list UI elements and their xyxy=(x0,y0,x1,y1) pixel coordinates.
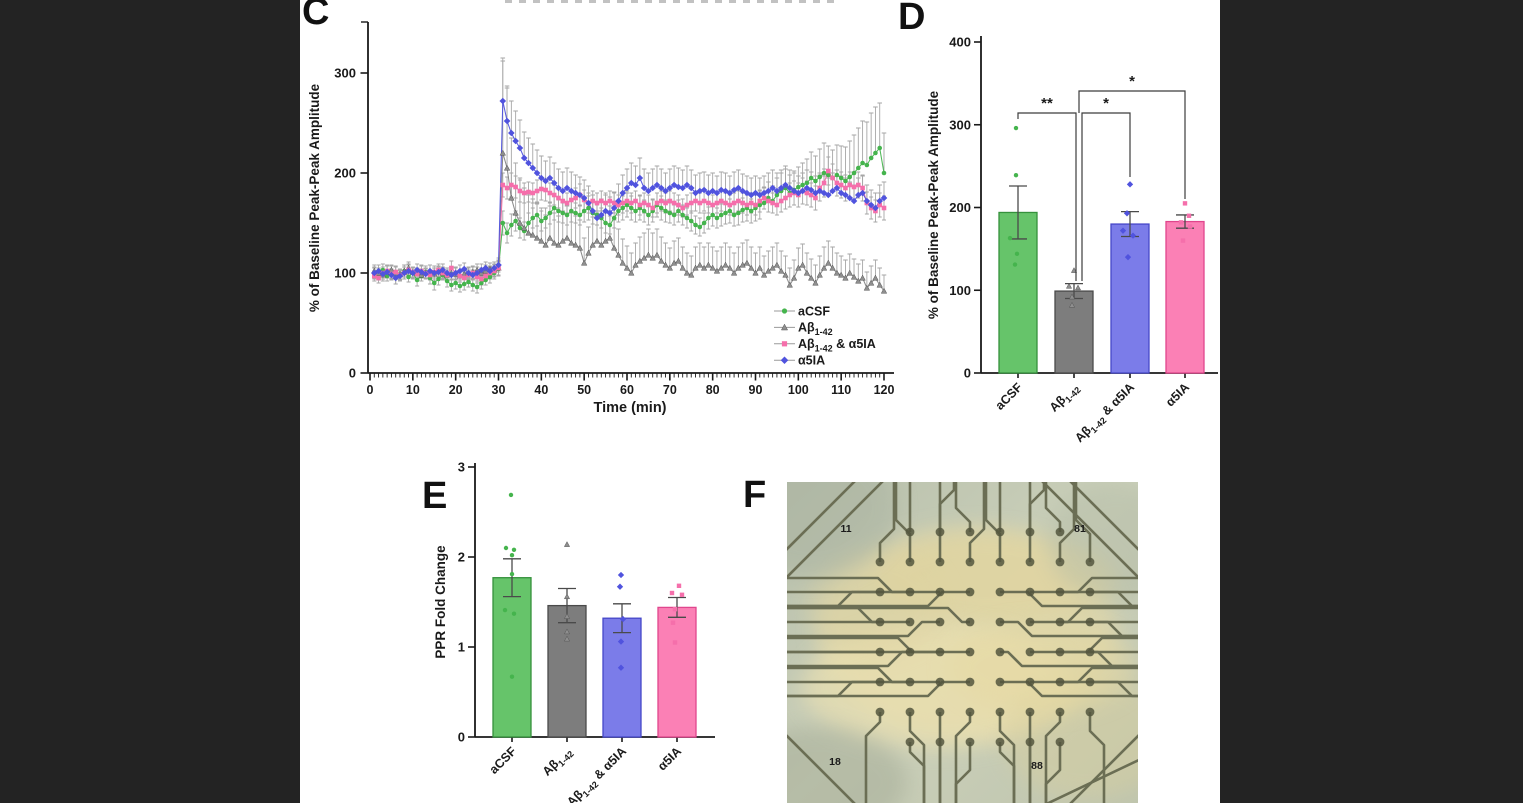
svg-text:60: 60 xyxy=(620,383,634,397)
svg-text:α5IA: α5IA xyxy=(655,744,684,773)
panel-label-d: D xyxy=(898,0,926,38)
svg-text:PPR Fold Change: PPR Fold Change xyxy=(433,545,448,659)
svg-text:Aβ1-42: Aβ1-42 xyxy=(1047,380,1083,416)
panel-c-markers xyxy=(370,97,888,294)
svg-text:Aβ1-42: Aβ1-42 xyxy=(798,321,833,338)
svg-text:70: 70 xyxy=(663,383,677,397)
svg-text:3: 3 xyxy=(458,460,465,475)
panel-label-c: C xyxy=(302,0,330,33)
svg-text:200: 200 xyxy=(334,166,356,181)
svg-text:0: 0 xyxy=(367,383,374,397)
svg-text:1: 1 xyxy=(458,640,465,655)
svg-text:30: 30 xyxy=(492,383,506,397)
svg-text:120: 120 xyxy=(874,383,895,397)
svg-text:88: 88 xyxy=(1031,760,1043,772)
panel-label-e: E xyxy=(422,475,448,517)
svg-text:40: 40 xyxy=(534,383,548,397)
svg-text:Aβ1-42: Aβ1-42 xyxy=(540,744,576,780)
svg-text:aCSF: aCSF xyxy=(487,744,520,777)
svg-text:400: 400 xyxy=(949,35,971,50)
svg-text:*: * xyxy=(1103,95,1109,112)
mea-traces xyxy=(787,482,1138,803)
svg-text:0: 0 xyxy=(964,366,971,381)
bars xyxy=(998,211,1205,374)
panel-c-timecourse-chart: 0 100 200 300 0 10 20 30 40 50 60 70 80 90 100 110 120 Ti… xyxy=(307,21,895,416)
svg-text:300: 300 xyxy=(949,117,971,132)
svg-text:% of Baseline Peak-Peak Amplit: % of Baseline Peak-Peak Amplitude xyxy=(926,90,941,319)
svg-text:200: 200 xyxy=(949,200,971,215)
panel-d-bar-chart: 0 100 200 300 400 % of Baseline Peak-Peak Amp… xyxy=(926,35,1218,447)
svg-text:α5IA: α5IA xyxy=(798,354,825,368)
svg-text:α5IA: α5IA xyxy=(1163,380,1192,409)
svg-text:100: 100 xyxy=(949,283,971,298)
svg-text:Aβ1-42 & α5IA: Aβ1-42 & α5IA xyxy=(564,744,631,803)
clipped-text-fragment xyxy=(505,0,840,3)
panel-c-axes: 0 100 200 300 0 10 20 30 40 50 60 70 80 90 100 110 120 Ti… xyxy=(307,21,895,416)
significance-brackets: ** ** xyxy=(1017,73,1186,281)
bar-errorbars xyxy=(1009,185,1194,300)
svg-text:aCSF: aCSF xyxy=(993,380,1026,413)
svg-text:Aβ1-42 & α5IA: Aβ1-42 & α5IA xyxy=(798,337,876,354)
svg-text:80: 80 xyxy=(706,383,720,397)
svg-text:50: 50 xyxy=(577,383,591,397)
letterbox-left xyxy=(0,0,300,803)
svg-text:Time (min): Time (min) xyxy=(593,400,666,416)
svg-text:2: 2 xyxy=(458,550,465,565)
svg-text:*: * xyxy=(1129,73,1135,90)
svg-text:81: 81 xyxy=(1074,523,1086,535)
svg-text:**: ** xyxy=(1041,95,1053,112)
svg-text:90: 90 xyxy=(749,383,763,397)
bars xyxy=(492,577,697,738)
figure-content: C D E F 0 100 200 300 0 10 20 30 40 50 60 70 80 90 100… xyxy=(300,0,1220,803)
scatter-points xyxy=(1007,125,1193,308)
svg-text:100: 100 xyxy=(334,266,356,281)
svg-text:11: 11 xyxy=(840,523,851,535)
svg-text:0: 0 xyxy=(349,366,356,381)
svg-text:% of Baseline Peak-Peak Amplit: % of Baseline Peak-Peak Amplitude xyxy=(307,83,322,312)
svg-text:0: 0 xyxy=(458,730,465,745)
svg-text:20: 20 xyxy=(449,383,463,397)
svg-text:110: 110 xyxy=(831,383,851,397)
svg-text:100: 100 xyxy=(788,383,809,397)
svg-text:10: 10 xyxy=(406,383,420,397)
mea-electrodes xyxy=(875,527,1095,747)
svg-text:Aβ1-42 & α5IA: Aβ1-42 & α5IA xyxy=(1072,380,1139,447)
panel-c-errorbars xyxy=(372,57,887,294)
panel-f-mea-micrograph: 11 81 18 88 xyxy=(787,482,1138,803)
svg-text:300: 300 xyxy=(334,66,356,81)
svg-text:18: 18 xyxy=(829,756,841,768)
svg-text:aCSF: aCSF xyxy=(798,304,830,318)
panel-label-f: F xyxy=(743,474,767,516)
panel-c-lines xyxy=(374,100,885,292)
letterbox-right xyxy=(1220,0,1523,803)
